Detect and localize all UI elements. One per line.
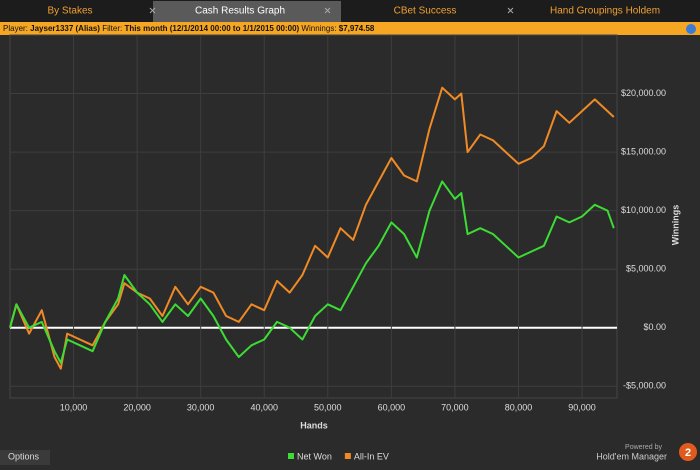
close-icon[interactable]	[149, 7, 156, 14]
y-tick-label: -$5,000.00	[623, 381, 666, 391]
legend-swatch	[344, 453, 351, 459]
value: This month (12/1/2014 00:00 to 1/1/2015 …	[124, 24, 299, 33]
x-tick-label: 80,000	[505, 402, 533, 412]
y-tick-label: $5,000.00	[626, 264, 666, 274]
x-tick-label: 90,000	[568, 402, 596, 412]
tab[interactable]: Hand Groupings Holdem	[550, 6, 660, 17]
x-tick-label: 20,000	[123, 402, 151, 412]
x-tick-label: 50,000	[314, 402, 342, 412]
y-tick-label: $20,000.00	[621, 88, 666, 98]
x-tick-label: 30,000	[187, 402, 215, 412]
filter-text: Player: Jayser1337 (Alias) Filter: This …	[3, 24, 375, 33]
value: $7,974.58	[339, 24, 375, 33]
x-tick-label: 70,000	[441, 402, 469, 412]
series-line	[9, 86, 615, 370]
y-axis-label: Winnings	[670, 205, 680, 245]
y-tick-label: $10,000.00	[621, 205, 666, 215]
plot-area	[9, 34, 618, 399]
options-label[interactable]: Options	[8, 451, 40, 461]
legend-label: All-In EV	[354, 451, 389, 461]
legend-label: Net Won	[297, 451, 332, 461]
brand: Hold'em Manager	[596, 451, 667, 461]
x-tick-label: 60,000	[378, 402, 406, 412]
x-tick-label: 40,000	[250, 402, 278, 412]
label: Winnings:	[301, 24, 336, 33]
tab[interactable]: CBet Success	[394, 6, 457, 17]
tab[interactable]: Cash Results Graph	[195, 6, 285, 17]
tabs: By Stakes Cash Results Graph CBet Succes…	[47, 6, 660, 17]
filter-bar	[0, 22, 700, 35]
x-tick-label: 10,000	[60, 402, 88, 412]
close-icon[interactable]	[324, 7, 331, 14]
y-tick-label: $0.00	[643, 322, 666, 332]
value: Jayser1337 (Alias)	[30, 24, 100, 33]
legend-swatch	[288, 453, 294, 459]
plot: -$5,000.00 $0.00 $5,000.00 $10,000.00 $15,00…	[9, 34, 680, 461]
active-tab[interactable]	[153, 1, 341, 22]
brand-logo	[679, 443, 697, 461]
brand-number: 2	[685, 447, 691, 459]
options-button[interactable]	[0, 450, 50, 465]
tab-close-icons	[149, 7, 514, 14]
y-tick-label: $15,000.00	[621, 146, 666, 156]
label: Filter:	[102, 24, 122, 33]
close-icon[interactable]	[507, 7, 514, 14]
help-icon[interactable]	[686, 24, 696, 34]
tab[interactable]: By Stakes	[47, 6, 92, 17]
powered-by: Powered by	[625, 444, 662, 451]
label: Player:	[3, 24, 28, 33]
x-axis-label: Hands	[300, 420, 328, 430]
series-line	[9, 180, 615, 364]
